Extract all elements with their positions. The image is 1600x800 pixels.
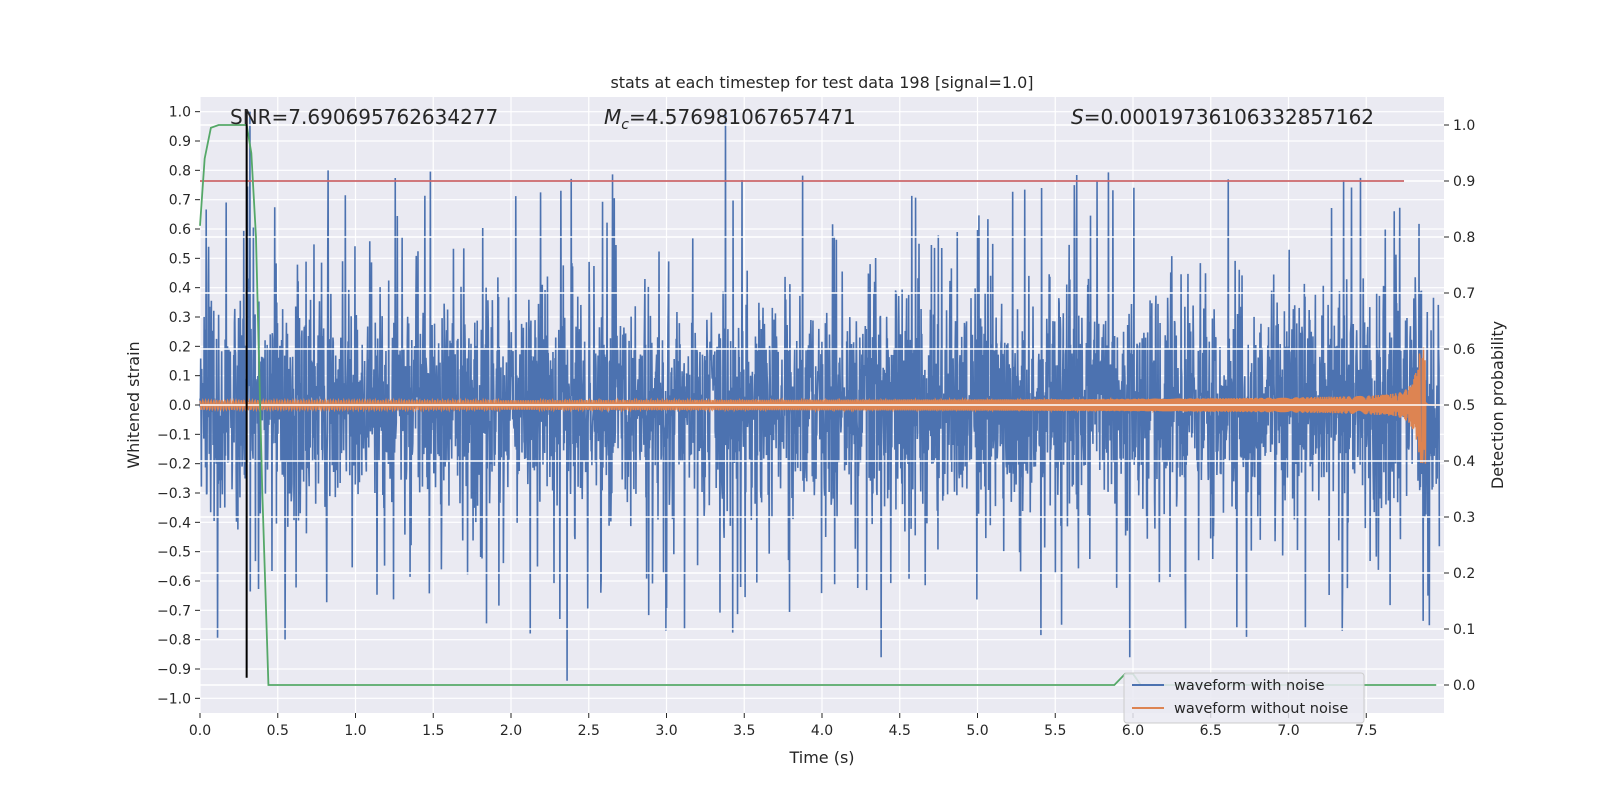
y2-tick-label: 0.3 — [1453, 510, 1475, 526]
y2-tick-label: 0.9 — [1453, 174, 1475, 190]
y-tick-label: 0.6 — [169, 222, 191, 238]
y-tick-label: 1.0 — [169, 105, 191, 121]
mc-annotation: Mc=4.576981067657471 — [604, 105, 856, 133]
chart-title: stats at each timestep for test data 198… — [610, 73, 1033, 92]
legend-box — [1123, 672, 1365, 724]
y-tick-label: −0.9 — [157, 662, 191, 678]
x-tick-label: 5.5 — [1044, 723, 1066, 739]
y2-tick-label: 0.5 — [1453, 398, 1475, 414]
y-tick-label: −0.3 — [157, 486, 191, 502]
y2-tick-label: 1.0 — [1453, 118, 1475, 134]
y2-tick-label: 0.2 — [1453, 566, 1475, 582]
snr-annotation: SNR=7.690695762634277 — [230, 105, 498, 129]
x-tick-label: 6.0 — [1122, 723, 1144, 739]
x-tick-label: 7.5 — [1355, 723, 1377, 739]
x-tick-label: 6.5 — [1200, 723, 1222, 739]
y-tick-label: −0.2 — [157, 457, 191, 473]
y-tick-label: −0.7 — [157, 603, 191, 619]
s-annotation: S=0.0001973610633285716​2 — [1071, 105, 1374, 129]
y2-tick-label: 0.4 — [1453, 454, 1475, 470]
legend-label-noise: waveform with noise — [1174, 678, 1325, 694]
y2-tick-label: 0.7 — [1453, 286, 1475, 302]
y-tick-label: −0.1 — [157, 427, 191, 443]
y-tick-label: −0.6 — [157, 574, 191, 590]
x-tick-label: 2.0 — [500, 723, 522, 739]
x-tick-label: 1.5 — [422, 723, 444, 739]
y-tick-label: 0.8 — [169, 163, 191, 179]
x-tick-label: 1.0 — [344, 723, 366, 739]
x-tick-label: 0.0 — [189, 723, 211, 739]
legend-label-clean: waveform without noise — [1174, 701, 1348, 717]
y-tick-label: −0.4 — [157, 515, 191, 531]
x-tick-label: 0.5 — [267, 723, 289, 739]
y-axis-label: Whitened strain — [124, 341, 143, 468]
right-axis-grid — [200, 124, 1444, 686]
noise-line — [199, 111, 1441, 681]
y-tick-label: 0.5 — [169, 251, 191, 267]
y2-axis-label: Detection probability — [1488, 321, 1507, 489]
y-tick-label: 0.7 — [169, 193, 191, 209]
y-tick-label: −0.8 — [157, 633, 191, 649]
x-tick-label: 4.0 — [811, 723, 833, 739]
y-tick-label: −1.0 — [157, 691, 191, 707]
y2-tick-label: 0.1 — [1453, 622, 1475, 638]
y-tick-label: 0.2 — [169, 339, 191, 355]
y2-tick-label: 0.6 — [1453, 342, 1475, 358]
y-tick-label: 0.3 — [169, 310, 191, 326]
y-tick-label: 0.0 — [169, 398, 191, 414]
axes: −1.0 −0.9 −0.8 −0.7 −0.6 −0.5 −0.4 −0.3 −0.2 −0.1… — [157, 105, 1475, 739]
x-tick-label: 7.0 — [1277, 723, 1299, 739]
y-tick-label: −0.5 — [157, 545, 191, 561]
y2-tick-label: 0.8 — [1453, 230, 1475, 246]
x-tick-label: 2.5 — [578, 723, 600, 739]
legend: waveform with noise waveform without noi… — [1123, 672, 1365, 724]
x-tick-label: 5.0 — [966, 723, 988, 739]
series-waveform-without-noise — [199, 347, 1440, 464]
clean-line — [199, 347, 1440, 464]
series-waveform-with-noise — [199, 111, 1441, 681]
y-tick-label: 0.9 — [169, 134, 191, 150]
x-axis-label: Time (s) — [788, 748, 854, 767]
y-tick-label: 0.1 — [169, 369, 191, 385]
y2-tick-label: 0.0 — [1453, 678, 1475, 694]
x-tick-label: 3.0 — [655, 723, 677, 739]
x-tick-label: 4.5 — [889, 723, 911, 739]
y-tick-label: 0.4 — [169, 281, 191, 297]
x-tick-label: 3.5 — [733, 723, 755, 739]
